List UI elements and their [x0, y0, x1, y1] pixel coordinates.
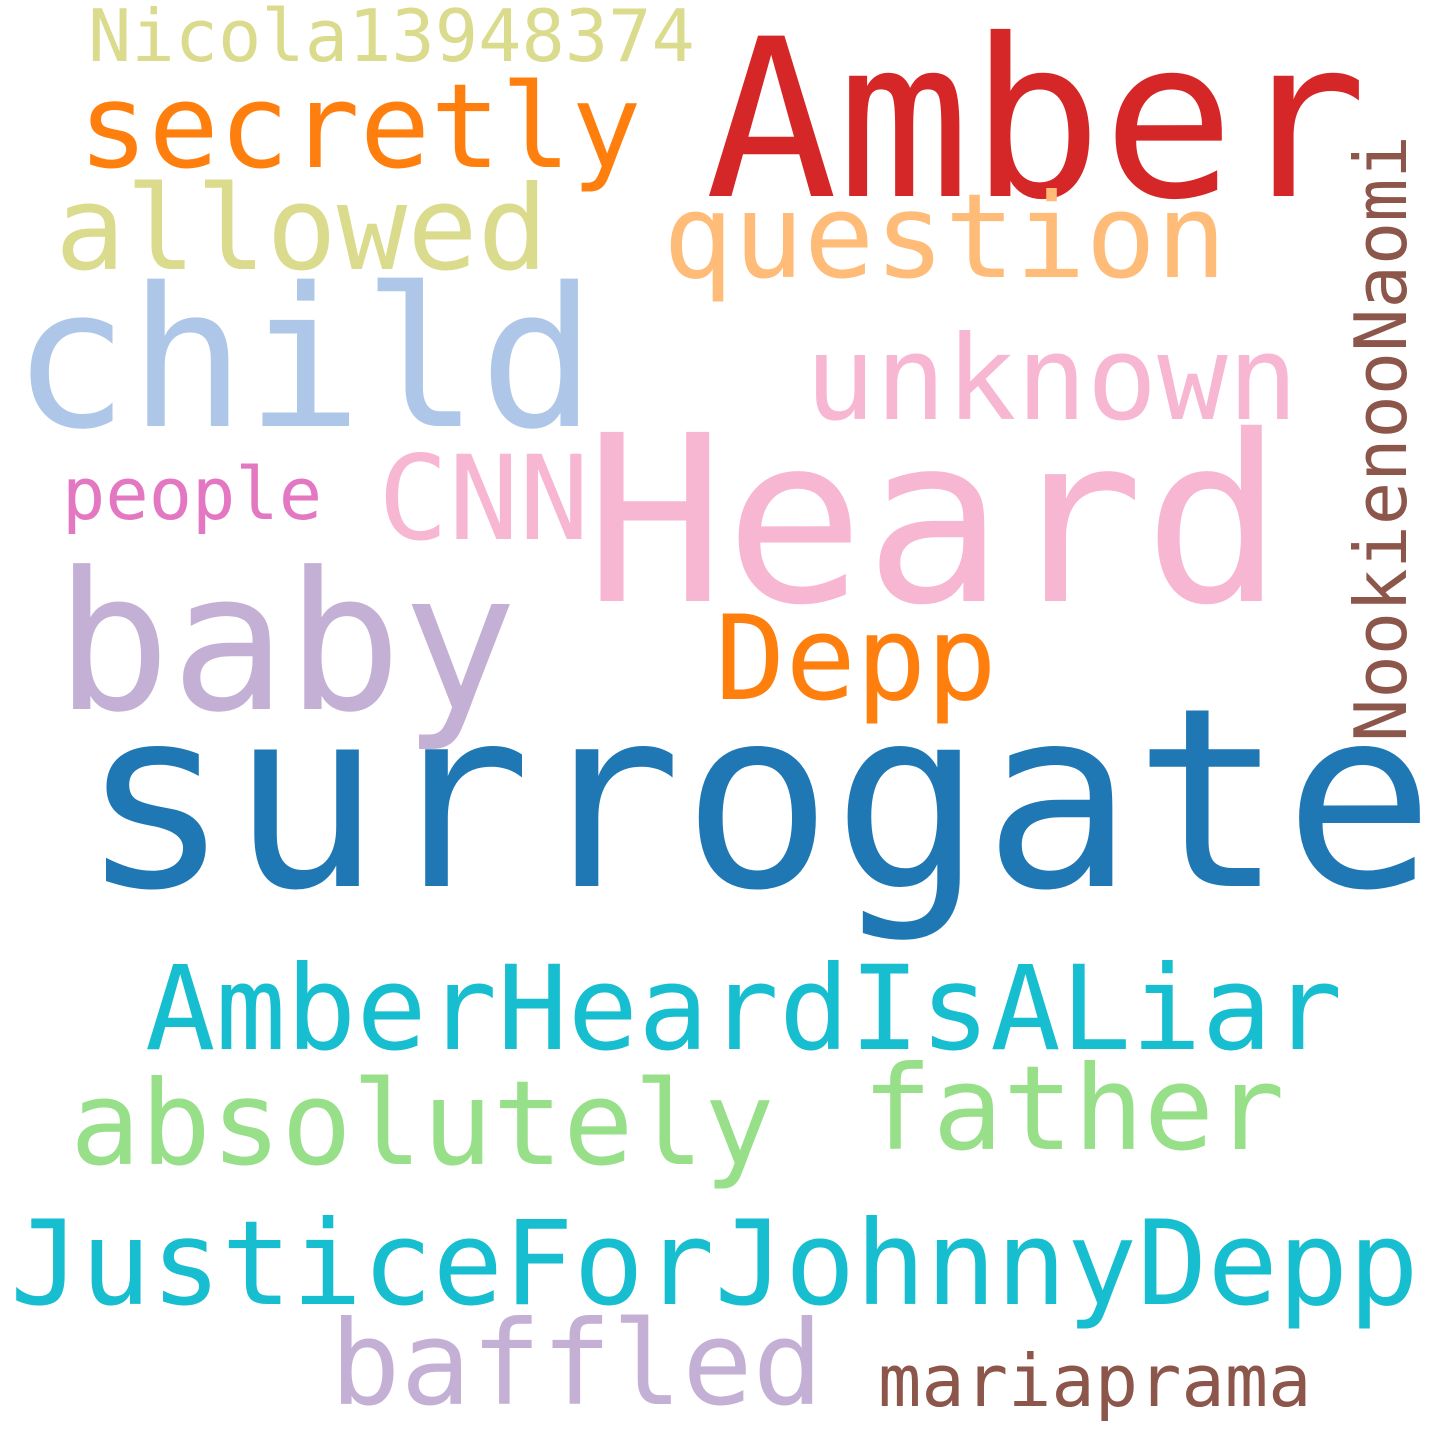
- word-amberheardisaliar: AmberHeardIsALiar: [145, 940, 1343, 1077]
- word-surrogate: surrogate: [80, 654, 1435, 945]
- word-justicefor-johnnydepp: JusticeForJohnnyDepp: [10, 1195, 1419, 1332]
- word-baby: baby: [55, 532, 518, 755]
- word-nicola13948374: Nicola13948374: [88, 0, 695, 78]
- word-unknown: unknown: [805, 310, 1299, 447]
- word-people: people: [62, 452, 323, 536]
- word-father: father: [862, 1040, 1285, 1177]
- word-baffled: baffled: [330, 1295, 824, 1432]
- word-mariaprama: mariaprama: [878, 1339, 1312, 1423]
- word-depp: Depp: [715, 590, 997, 727]
- word-child: child: [12, 246, 596, 472]
- word-absolutely: absolutely: [70, 1055, 775, 1192]
- word-question: question: [663, 168, 1227, 305]
- word-cnn: CNN: [378, 430, 590, 567]
- word-secretly: secretly: [78, 58, 642, 195]
- word-heard: Heard: [585, 386, 1284, 656]
- word-nookienoonaomi: NookienooNaomi: [1339, 135, 1423, 742]
- word-amber: Amber: [705, 0, 1368, 248]
- word-allowed: allowed: [55, 160, 549, 297]
